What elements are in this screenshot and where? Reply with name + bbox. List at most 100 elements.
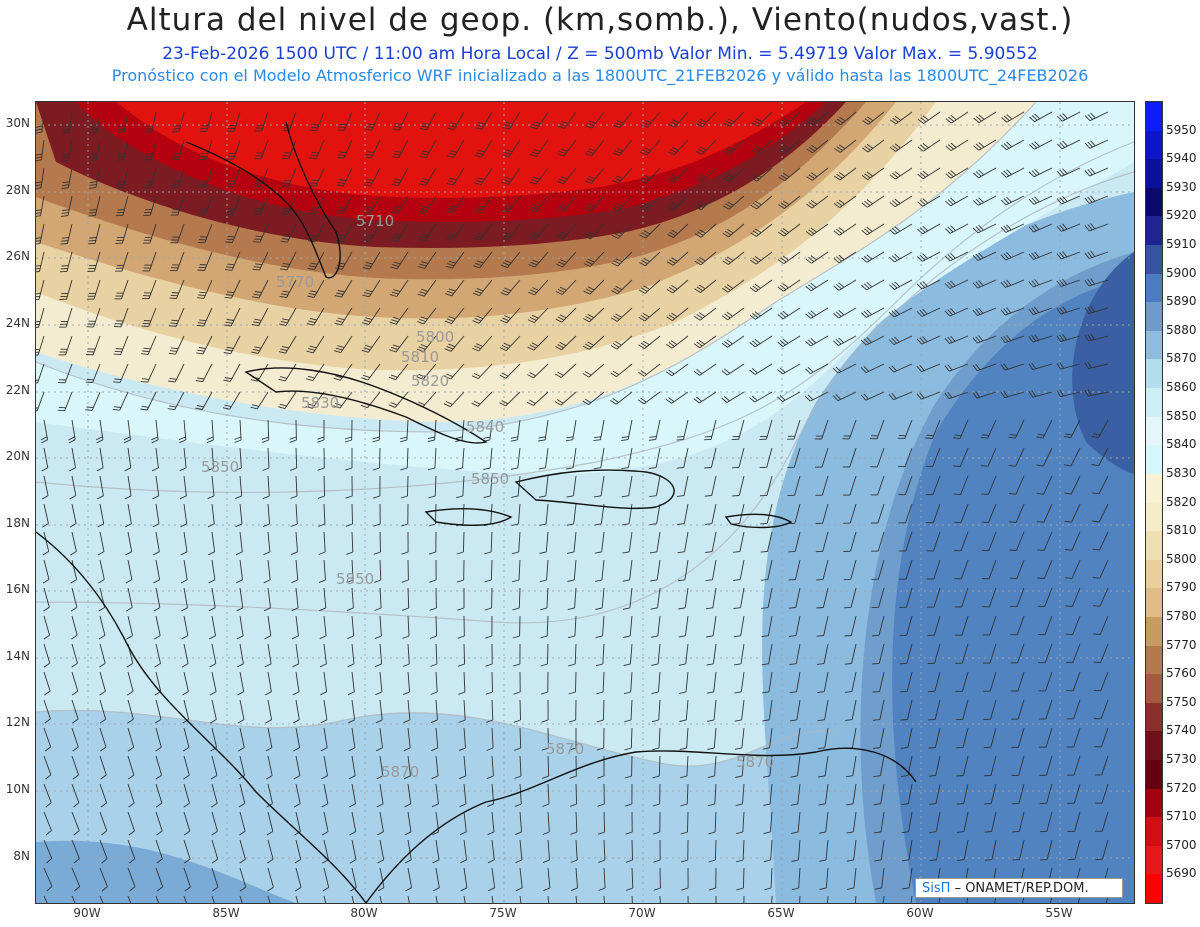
wind-barb xyxy=(315,167,325,187)
wind-barb xyxy=(1022,895,1025,903)
wind-barb xyxy=(590,223,605,240)
wind-barb-feather xyxy=(290,495,298,499)
wind-barb-feather xyxy=(917,118,924,124)
wind-barb-feather xyxy=(457,635,465,639)
wind-barb xyxy=(754,363,773,375)
wind-barb xyxy=(532,391,549,406)
wind-barb-feather xyxy=(446,210,454,214)
wind-barb-feather xyxy=(473,373,481,377)
wind-barb-feather xyxy=(819,887,827,890)
wind-barb-feather xyxy=(559,123,567,127)
lat-label: 30N xyxy=(5,116,30,130)
wind-barb-feather xyxy=(402,635,410,639)
wind-barb xyxy=(962,727,969,748)
wind-barb-feather xyxy=(889,256,895,263)
wind-barb xyxy=(547,783,550,805)
wind-barb-feather xyxy=(447,127,455,130)
wind-barb-feather xyxy=(344,439,352,443)
map-canvas: 5710 5770 5800 5810 5820 5830 5840 5850 … xyxy=(36,102,1134,903)
wind-barb xyxy=(435,867,440,888)
wind-barb xyxy=(490,503,493,525)
wind-barb-feather xyxy=(863,393,869,400)
wind-barb-feather xyxy=(307,403,315,407)
wind-barb xyxy=(793,447,801,468)
wind-barb xyxy=(1045,671,1053,692)
wind-barb-feather xyxy=(225,241,233,243)
wind-barb xyxy=(923,139,941,152)
wind-barb xyxy=(563,139,577,157)
wind-barb-feather xyxy=(694,260,702,266)
wind-barb xyxy=(151,111,157,132)
wind-barb xyxy=(239,839,246,860)
wind-barb-feather xyxy=(394,206,402,209)
wind-barb xyxy=(754,335,773,348)
wind-barb-feather xyxy=(235,551,243,556)
wind-barb xyxy=(771,895,773,903)
wind-barb-feather xyxy=(117,184,125,186)
wind-barb xyxy=(628,531,633,552)
wind-barb-feather xyxy=(733,607,741,610)
wind-barb xyxy=(211,755,218,776)
wind-barb xyxy=(71,587,78,608)
wind-barb-feather xyxy=(345,467,353,471)
wind-barb-feather xyxy=(615,313,622,318)
wind-barb xyxy=(155,699,162,720)
wind-barb-feather xyxy=(234,436,242,440)
wind-barb xyxy=(398,167,409,186)
wind-barb-feather xyxy=(227,263,235,266)
wind-barb xyxy=(1089,139,1109,149)
wind-barb xyxy=(230,307,241,327)
wind-barb xyxy=(99,811,108,831)
wind-barb-feather xyxy=(1008,436,1016,439)
wind-barb xyxy=(370,139,381,159)
wind-barb-feather xyxy=(760,579,768,581)
wind-barb-feather xyxy=(402,691,410,696)
wind-barb xyxy=(591,111,605,129)
wind-barb xyxy=(796,699,801,720)
wind-barb xyxy=(770,839,773,861)
wind-barb xyxy=(934,699,941,720)
wind-barb-feather xyxy=(806,203,813,209)
wind-barb-feather xyxy=(889,174,896,180)
wind-barb xyxy=(323,559,326,580)
wind-barb xyxy=(878,587,885,608)
wind-barb-feather xyxy=(419,291,427,295)
wind-barb-feather xyxy=(530,126,538,130)
wind-barb xyxy=(1088,279,1109,287)
wind-barb xyxy=(39,223,45,244)
wind-barb-feather xyxy=(1034,306,1040,313)
wind-barb-feather xyxy=(263,579,271,584)
wind-barb xyxy=(922,195,941,207)
wind-barb-feather xyxy=(753,147,760,152)
wind-barb-feather xyxy=(253,293,261,296)
wind-barb xyxy=(176,279,185,299)
wind-barb xyxy=(507,223,521,241)
wind-barb-feather xyxy=(530,234,538,238)
wind-barb xyxy=(239,531,243,552)
wind-barb xyxy=(601,531,605,552)
wind-barb xyxy=(910,895,913,903)
wind-barb-feather xyxy=(503,179,511,183)
wind-barb-feather xyxy=(42,551,49,556)
lon-label: 70W xyxy=(628,906,656,920)
wind-barb-feather xyxy=(643,230,651,235)
wind-barb xyxy=(295,559,299,580)
wind-barb-feather xyxy=(319,607,326,612)
wind-barb-feather xyxy=(836,256,842,262)
wind-barb-feather xyxy=(874,887,882,890)
wind-barb-feather xyxy=(61,159,69,162)
wind-barb xyxy=(147,335,157,355)
wind-barb xyxy=(782,363,801,375)
wind-barb-feather xyxy=(96,439,104,444)
wind-barb-feather xyxy=(845,719,853,721)
wind-barb-feather xyxy=(1008,464,1016,467)
wind-barb-feather xyxy=(917,228,923,235)
wind-barb xyxy=(866,223,885,236)
wind-barb-feather xyxy=(264,691,272,696)
wind-barb xyxy=(323,671,328,692)
wind-barb xyxy=(1077,895,1081,903)
wind-barb xyxy=(755,279,773,293)
wind-barb xyxy=(71,615,78,636)
wind-barb-feather xyxy=(894,281,901,287)
wind-barb-feather xyxy=(224,296,232,299)
